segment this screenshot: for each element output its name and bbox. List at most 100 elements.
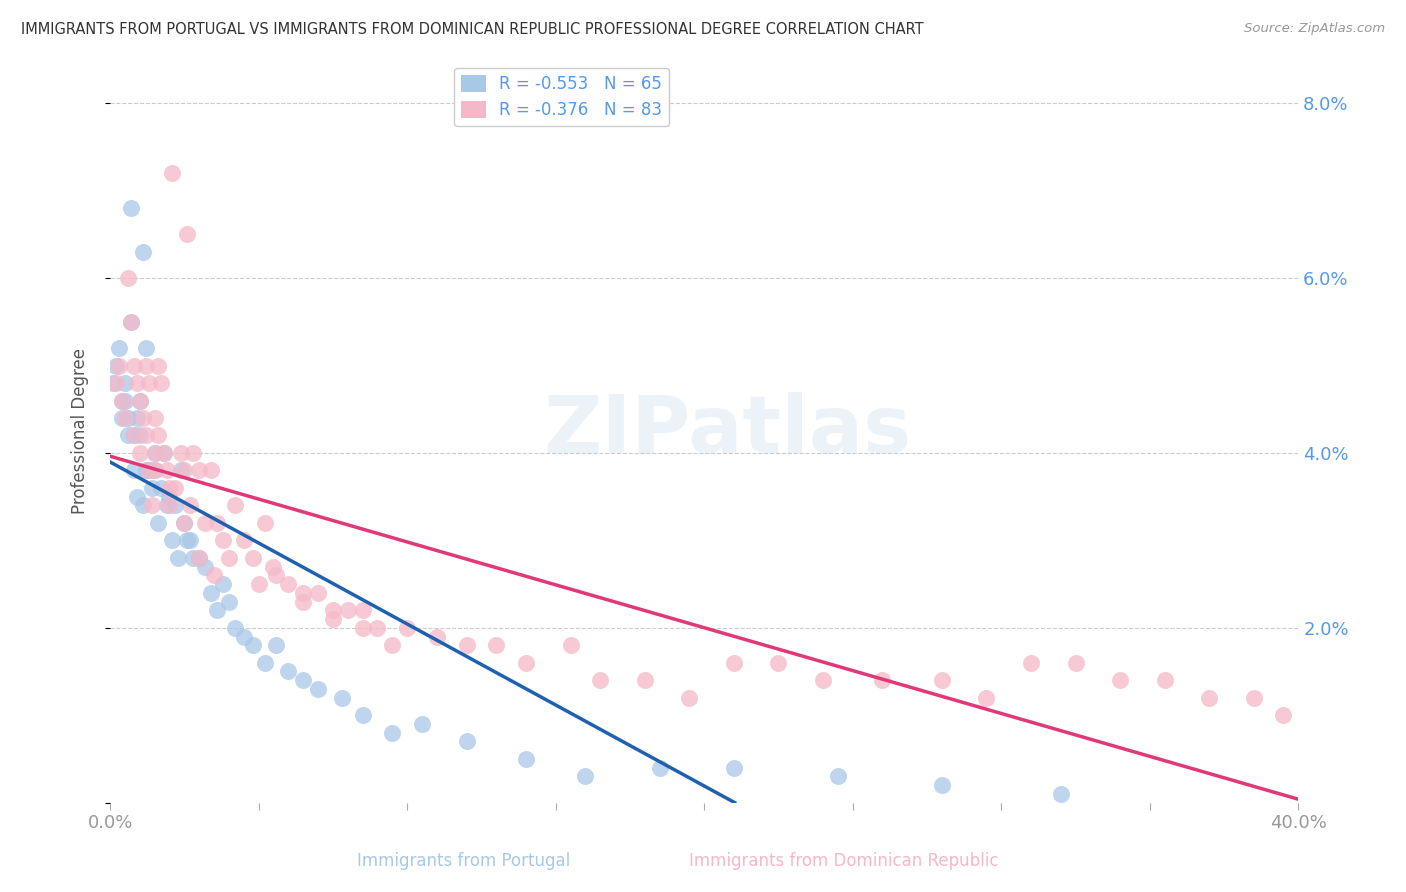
Point: [141, 499, 163, 513]
Point: [155, 463, 177, 477]
Point: [253, 656, 276, 670]
Point: [135, 463, 157, 477]
Point: [143, 463, 166, 477]
Point: [122, 463, 145, 477]
Point: [456, 638, 478, 652]
Point: [515, 752, 537, 766]
Point: [135, 341, 157, 355]
Point: [159, 490, 181, 504]
Point: [931, 673, 953, 688]
Point: [1049, 787, 1071, 801]
Point: [352, 603, 374, 617]
Point: [181, 550, 204, 565]
Point: [132, 499, 155, 513]
Point: [723, 761, 745, 775]
Point: [146, 428, 169, 442]
Point: [277, 577, 299, 591]
Point: [114, 393, 136, 408]
Point: [366, 621, 388, 635]
Point: [173, 516, 195, 530]
Point: [170, 463, 193, 477]
Point: [138, 463, 160, 477]
Point: [117, 411, 139, 425]
Point: [162, 166, 184, 180]
Point: [120, 315, 142, 329]
Point: [117, 428, 139, 442]
Point: [232, 630, 254, 644]
Point: [634, 673, 657, 688]
Point: [1109, 673, 1132, 688]
Point: [307, 586, 329, 600]
Point: [811, 673, 834, 688]
Point: [146, 516, 169, 530]
Point: [202, 568, 225, 582]
Point: [181, 446, 204, 460]
Point: [212, 577, 235, 591]
Point: [165, 481, 187, 495]
Point: [723, 656, 745, 670]
Point: [101, 376, 124, 390]
Point: [678, 690, 700, 705]
Point: [330, 690, 353, 705]
Point: [159, 481, 181, 495]
Point: [194, 559, 217, 574]
Point: [149, 376, 172, 390]
Point: [1243, 690, 1265, 705]
Text: Source: ZipAtlas.com: Source: ZipAtlas.com: [1244, 22, 1385, 36]
Point: [411, 717, 433, 731]
Point: [128, 446, 150, 460]
Point: [176, 227, 198, 242]
Point: [173, 516, 195, 530]
Point: [141, 481, 163, 495]
Point: [292, 594, 315, 608]
Point: [143, 411, 166, 425]
Point: [200, 586, 222, 600]
Point: [167, 550, 190, 565]
Point: [200, 463, 222, 477]
Point: [224, 621, 246, 635]
Point: [194, 516, 217, 530]
Point: [114, 376, 136, 390]
Text: IMMIGRANTS FROM PORTUGAL VS IMMIGRANTS FROM DOMINICAN REPUBLIC PROFESSIONAL DEGR: IMMIGRANTS FROM PORTUGAL VS IMMIGRANTS F…: [21, 22, 924, 37]
Point: [426, 630, 449, 644]
Point: [247, 577, 270, 591]
Point: [242, 638, 264, 652]
Point: [212, 533, 235, 548]
Y-axis label: Professional Degree: Professional Degree: [72, 348, 89, 514]
Point: [381, 638, 404, 652]
Point: [143, 463, 166, 477]
Point: [253, 516, 276, 530]
Point: [224, 499, 246, 513]
Point: [117, 271, 139, 285]
Point: [262, 559, 284, 574]
Point: [138, 463, 160, 477]
Point: [336, 603, 359, 617]
Point: [292, 673, 315, 688]
Point: [322, 603, 344, 617]
Point: [266, 568, 288, 582]
Point: [122, 428, 145, 442]
Point: [149, 481, 172, 495]
Point: [128, 393, 150, 408]
Point: [1272, 708, 1295, 723]
Point: [768, 656, 790, 670]
Point: [128, 428, 150, 442]
Point: [125, 490, 148, 504]
Point: [277, 665, 299, 679]
Point: [138, 376, 160, 390]
Point: [159, 499, 181, 513]
Point: [146, 359, 169, 373]
Point: [122, 428, 145, 442]
Point: [179, 533, 201, 548]
Point: [105, 376, 128, 390]
Point: [322, 612, 344, 626]
Point: [176, 533, 198, 548]
Point: [976, 690, 998, 705]
Point: [931, 778, 953, 792]
Point: [242, 550, 264, 565]
Point: [827, 769, 849, 783]
Point: [165, 499, 187, 513]
Point: [188, 463, 211, 477]
Point: [111, 411, 134, 425]
Point: [266, 638, 288, 652]
